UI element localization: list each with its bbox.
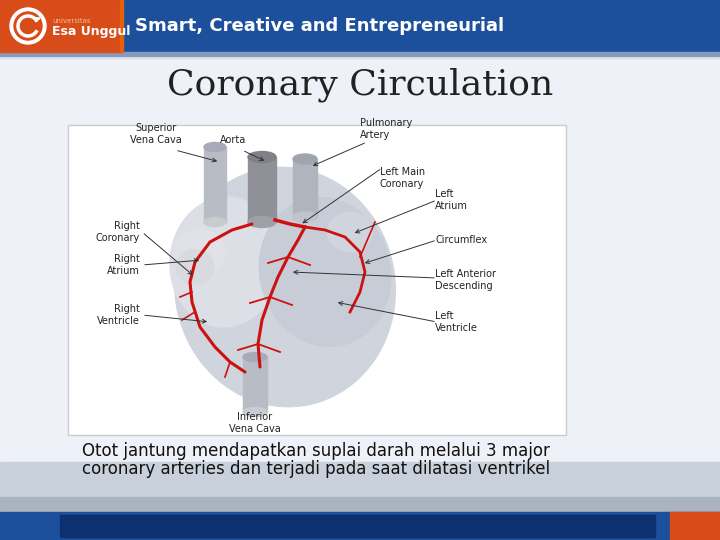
Ellipse shape [230,332,310,392]
Text: Coronary Circulation: Coronary Circulation [167,68,553,102]
Text: Aorta: Aorta [220,135,246,145]
Text: Right
Ventricle: Right Ventricle [97,304,140,326]
Bar [0,52,720,56]
Bar [204,147,226,222]
Bar [248,157,276,222]
Bar [0,0,720,480]
Text: Circumflex: Circumflex [435,235,487,245]
Bar [0,60,720,480]
Text: Esa Unggul: Esa Unggul [52,24,130,37]
Ellipse shape [259,198,391,346]
Circle shape [14,12,42,40]
Bar [120,0,123,52]
Text: Right
Atrium: Right Atrium [107,254,140,276]
Ellipse shape [176,249,214,285]
Ellipse shape [248,217,276,227]
Bar [293,159,317,217]
Text: coronary arteries dan terjadi pada saat dilatasi ventrikel: coronary arteries dan terjadi pada saat … [82,460,550,478]
Bar [0,512,720,540]
Text: Right
Coronary: Right Coronary [96,221,140,243]
Ellipse shape [248,152,276,163]
Bar [243,357,267,412]
Text: Smart, Creative and Entrepreneurial: Smart, Creative and Entrepreneurial [135,17,504,35]
Ellipse shape [243,408,267,416]
Ellipse shape [175,230,225,274]
Ellipse shape [175,167,395,407]
Ellipse shape [204,143,226,152]
Text: Left Main
Coronary: Left Main Coronary [380,167,425,188]
Text: Pulmonary
Artery: Pulmonary Artery [360,118,413,140]
Text: Inferior
Vena Cava: Inferior Vena Cava [229,412,281,434]
Text: Left
Atrium: Left Atrium [435,189,468,211]
Bar [0,0,720,52]
Ellipse shape [328,212,372,252]
FancyBboxPatch shape [68,125,566,435]
Ellipse shape [293,154,317,164]
Text: Superior
Vena Cava: Superior Vena Cava [130,124,182,145]
Ellipse shape [243,353,267,361]
Bar [60,515,655,537]
Ellipse shape [204,218,226,226]
Text: Otot jantung mendapatkan suplai darah melalui 3 major: Otot jantung mendapatkan suplai darah me… [82,442,550,460]
Bar [670,512,720,540]
Bar [0,462,720,512]
Text: Left Anterior
Descending: Left Anterior Descending [435,269,496,291]
Text: Left
Ventricle: Left Ventricle [435,311,478,333]
Text: universitas: universitas [52,18,91,24]
Bar [0,0,120,52]
Ellipse shape [293,212,317,222]
Bar [0,497,720,512]
Circle shape [10,8,46,44]
Ellipse shape [170,197,280,327]
